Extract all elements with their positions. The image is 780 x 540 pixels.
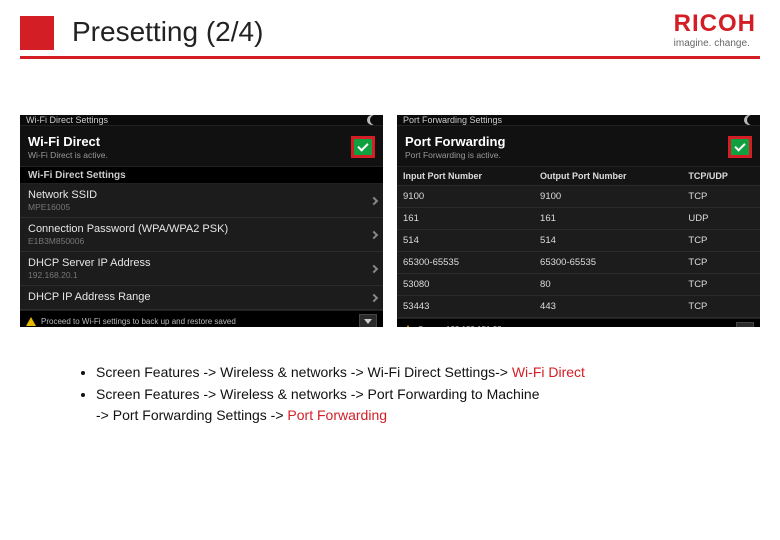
toggle-checkbox-highlighted[interactable] [351,136,375,158]
panel-topbar-title: Port Forwarding Settings [403,115,502,125]
panel-topbar: Port Forwarding Settings [397,115,760,126]
check-icon [734,140,745,151]
page-title: Presetting (2/4) [72,16,263,48]
toggle-subtitle: Port Forwarding is active. [405,150,505,160]
moon-icon [744,115,754,125]
dropdown-button[interactable] [736,322,754,327]
footer-text: Proceed to Wi-Fi settings to back up and… [41,317,236,326]
logo-text: RICOH [674,12,756,36]
panel-footer: Server: 133.139.151.22 [397,318,760,327]
highlight-text: Port Forwarding [287,407,387,423]
panel-footer: Proceed to Wi-Fi settings to back up and… [20,310,383,327]
footer-text: Server: 133.139.151.22 [418,325,502,328]
toggle-checkbox-highlighted[interactable] [728,136,752,158]
instruction-bullets: Screen Features -> Wireless & networks -… [0,327,780,426]
moon-icon [367,115,377,125]
slide-header: Presetting (2/4) RICOH imagine. change. [0,0,780,50]
screenshot-panels: Wi-Fi Direct Settings Wi-Fi Direct Wi-Fi… [0,59,780,327]
table-header-row: Input Port Number Output Port Number TCP… [397,167,760,186]
bullet-1: Screen Features -> Wireless & networks -… [96,363,720,383]
port-forwarding-toggle-row[interactable]: Port Forwarding Port Forwarding is activ… [397,126,760,167]
table-row[interactable]: 161161UDP [397,208,760,230]
accent-square [20,16,54,50]
chevron-down-icon [741,327,749,328]
warning-icon [26,317,36,326]
setting-value: E1B3M850006 [28,236,375,246]
dropdown-button[interactable] [359,314,377,327]
setting-row-password[interactable]: Connection Password (WPA/WPA2 PSK) E1B3M… [20,218,383,252]
port-forwarding-panel: Port Forwarding Settings Port Forwarding… [397,115,760,327]
col-protocol: TCP/UDP [682,167,760,186]
toggle-title: Port Forwarding [405,134,505,149]
highlight-text: Wi-Fi Direct [512,364,585,380]
table-row[interactable]: 53443443TCP [397,296,760,318]
setting-label: DHCP IP Address Range [28,291,375,303]
chevron-down-icon [364,319,372,324]
toggle-subtitle: Wi-Fi Direct is active. [28,150,108,160]
setting-value: MPE16005 [28,202,375,212]
col-input-port: Input Port Number [397,167,534,186]
setting-row-ssid[interactable]: Network SSID MPE16005 [20,184,383,218]
wifi-direct-panel: Wi-Fi Direct Settings Wi-Fi Direct Wi-Fi… [20,115,383,327]
brand-logo: RICOH imagine. change. [674,12,756,49]
table-row[interactable]: 514514TCP [397,230,760,252]
panel-topbar-title: Wi-Fi Direct Settings [26,115,108,125]
warning-icon [403,325,413,328]
table-row[interactable]: 5308080TCP [397,274,760,296]
table-row[interactable]: 65300-6553565300-65535TCP [397,252,760,274]
bullet-2: Screen Features -> Wireless & networks -… [96,385,720,405]
table-body: 91009100TCP 161161UDP 514514TCP 65300-65… [397,186,760,318]
section-header: Wi-Fi Direct Settings [20,167,383,184]
logo-tagline: imagine. change. [674,38,756,49]
port-forwarding-table: Input Port Number Output Port Number TCP… [397,167,760,318]
panel-topbar: Wi-Fi Direct Settings [20,115,383,126]
check-icon [357,140,368,151]
toggle-title: Wi-Fi Direct [28,134,108,149]
col-output-port: Output Port Number [534,167,682,186]
setting-row-dhcp-ip[interactable]: DHCP Server IP Address 192.168.20.1 [20,252,383,286]
wifi-direct-toggle-row[interactable]: Wi-Fi Direct Wi-Fi Direct is active. [20,126,383,167]
setting-label: Network SSID [28,189,375,201]
bullet-2-cont: -> Port Forwarding Settings -> Port Forw… [96,406,720,426]
setting-label: DHCP Server IP Address [28,257,375,269]
setting-value: 192.168.20.1 [28,270,375,280]
setting-row-dhcp-range[interactable]: DHCP IP Address Range [20,286,383,310]
table-row[interactable]: 91009100TCP [397,186,760,208]
setting-label: Connection Password (WPA/WPA2 PSK) [28,223,375,235]
